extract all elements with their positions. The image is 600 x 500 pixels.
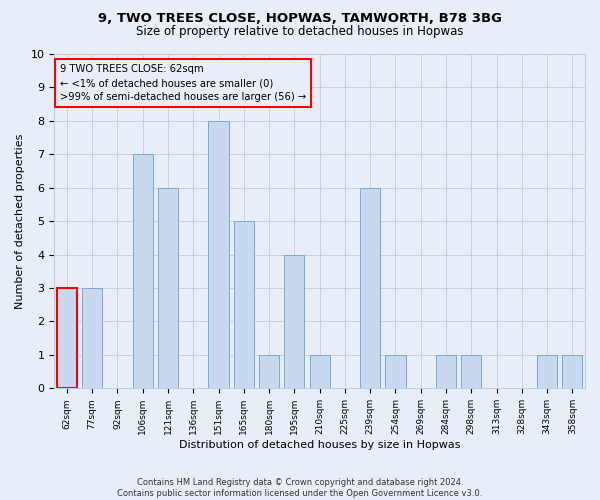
Bar <box>234 221 254 388</box>
Bar <box>461 355 481 388</box>
Bar <box>360 188 380 388</box>
Bar <box>82 288 102 388</box>
Bar <box>436 355 456 388</box>
Text: Contains HM Land Registry data © Crown copyright and database right 2024.
Contai: Contains HM Land Registry data © Crown c… <box>118 478 482 498</box>
Text: 9, TWO TREES CLOSE, HOPWAS, TAMWORTH, B78 3BG: 9, TWO TREES CLOSE, HOPWAS, TAMWORTH, B7… <box>98 12 502 26</box>
Bar <box>208 121 229 388</box>
Bar <box>385 355 406 388</box>
Bar <box>259 355 279 388</box>
Text: Size of property relative to detached houses in Hopwas: Size of property relative to detached ho… <box>136 25 464 38</box>
Bar <box>158 188 178 388</box>
Bar <box>133 154 153 388</box>
X-axis label: Distribution of detached houses by size in Hopwas: Distribution of detached houses by size … <box>179 440 460 450</box>
Bar <box>537 355 557 388</box>
Bar <box>57 288 77 388</box>
Bar <box>284 254 304 388</box>
Y-axis label: Number of detached properties: Number of detached properties <box>15 134 25 309</box>
Bar <box>562 355 583 388</box>
Text: 9 TWO TREES CLOSE: 62sqm
← <1% of detached houses are smaller (0)
>99% of semi-d: 9 TWO TREES CLOSE: 62sqm ← <1% of detach… <box>59 64 306 102</box>
Bar <box>310 355 330 388</box>
